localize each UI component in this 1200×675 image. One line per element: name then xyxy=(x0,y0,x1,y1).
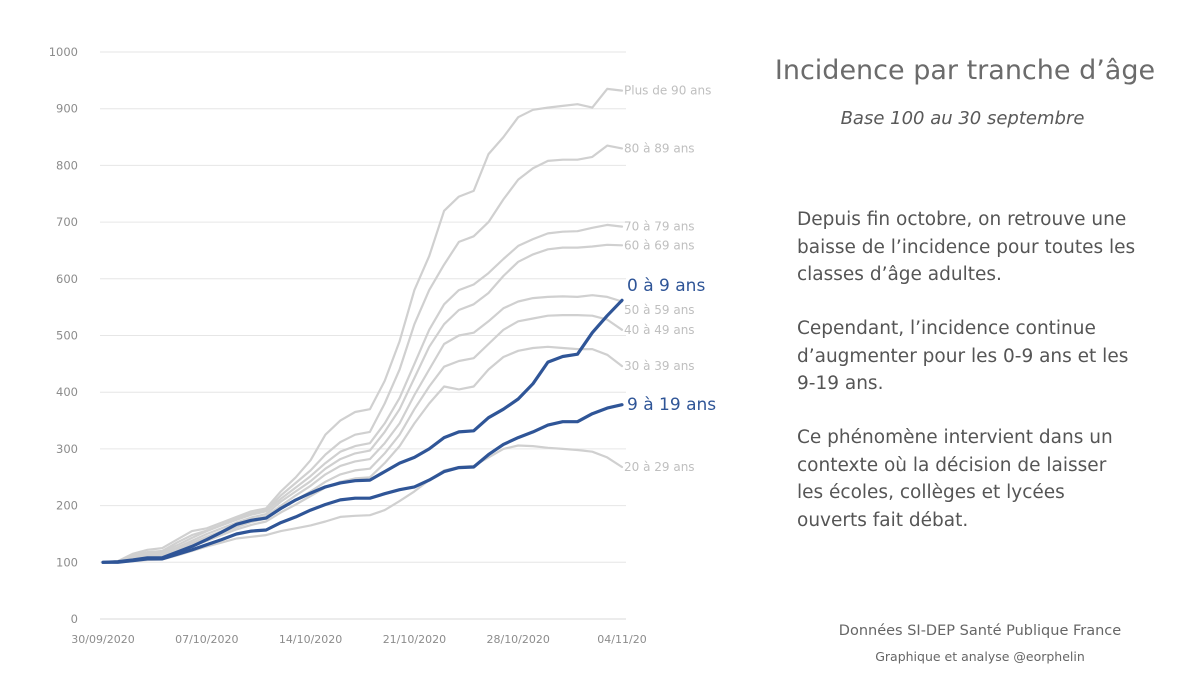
series-label: 0 à 9 ans xyxy=(627,276,705,296)
series-label: 60 à 69 ans xyxy=(624,238,695,252)
y-tick-label: 900 xyxy=(56,102,78,116)
y-axis-ticks: 0 100 200 300 400 500 600 700 800 900 1000 xyxy=(49,45,78,626)
x-tick-label: 30/09/2020 xyxy=(71,633,134,646)
series-label: 40 à 49 ans xyxy=(624,323,695,337)
author-credit: Graphique et analyse @eorphelin xyxy=(875,649,1085,664)
x-axis-ticks: 30/09/2020 07/10/2020 14/10/2020 21/10/2020… xyxy=(71,633,646,646)
series-label: 30 à 39 ans xyxy=(624,359,695,373)
series-line xyxy=(101,314,624,564)
paragraph-2: Cependant, l’incidence continue d’augmen… xyxy=(797,318,1129,394)
paragraph-3: Ce phénomène intervient dans un contexte… xyxy=(797,427,1113,531)
series-labels: Plus de 90 ans 80 à 89 ans 70 à 79 ans 60 à… xyxy=(624,84,716,474)
y-tick-label: 200 xyxy=(56,499,78,513)
series-line xyxy=(101,294,624,564)
x-tick-label: 21/10/2020 xyxy=(383,633,446,646)
y-tick-label: 400 xyxy=(56,385,78,399)
series-label: Plus de 90 ans xyxy=(624,84,711,98)
y-tick-label: 100 xyxy=(56,555,78,569)
series-label: 50 à 59 ans xyxy=(624,303,695,317)
panel-subtitle: Base 100 au 30 septembre xyxy=(840,108,1085,129)
series-line xyxy=(101,87,624,564)
series-label: 9 à 19 ans xyxy=(627,395,716,415)
y-tick-label: 1000 xyxy=(49,45,78,59)
x-tick-label: 04/11/20 xyxy=(597,633,646,646)
series-line xyxy=(101,345,624,564)
series-line xyxy=(101,223,624,564)
series-lines xyxy=(101,87,624,564)
panel-title: Incidence par tranche d’âge xyxy=(774,55,1156,86)
chart: 0 100 200 300 400 500 600 700 800 900 1000 30/09/2… xyxy=(49,45,717,646)
source-credit: Données SI-DEP Santé Publique France xyxy=(838,623,1122,639)
series-label: 80 à 89 ans xyxy=(624,141,695,155)
series-line xyxy=(101,243,624,564)
series-label: 20 à 29 ans xyxy=(624,460,695,474)
y-tick-label: 800 xyxy=(56,158,78,172)
y-tick-label: 700 xyxy=(56,215,78,229)
series-line xyxy=(101,144,624,564)
series-line xyxy=(101,298,624,564)
series-line xyxy=(101,403,624,564)
y-tick-label: 300 xyxy=(56,442,78,456)
y-tick-label: 500 xyxy=(56,329,78,343)
y-tick-label: 0 xyxy=(71,612,78,626)
x-tick-label: 07/10/2020 xyxy=(175,633,238,646)
y-tick-label: 600 xyxy=(56,272,78,286)
grid-lines xyxy=(100,51,626,620)
paragraph-1: Depuis fin octobre, on retrouve une bais… xyxy=(797,209,1136,285)
x-tick-label: 14/10/2020 xyxy=(279,633,342,646)
x-tick-label: 28/10/2020 xyxy=(486,633,549,646)
series-label: 70 à 79 ans xyxy=(624,220,695,234)
